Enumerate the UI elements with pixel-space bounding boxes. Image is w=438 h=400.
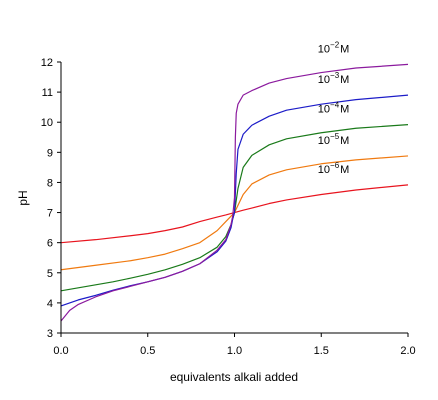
series-line-10-6-m [60, 184, 409, 244]
y-tick-label: 5 [47, 268, 53, 280]
series-label-unit: M [340, 74, 349, 86]
x-tick-label: 2.0 [400, 345, 415, 357]
y-tick-label: 8 [47, 177, 53, 189]
series-label-unit: M [340, 164, 349, 176]
series-line-10-5-m [60, 155, 409, 271]
curves-layer [60, 63, 409, 322]
axes-layer: 3 4 5 6 7 8 9 10 11 12 0.0 0.5 1.0 1.5 2.0 [41, 57, 416, 357]
y-tick-label: 6 [47, 238, 53, 250]
series-label-exponent: −2 [330, 40, 340, 49]
y-tick-label: 10 [41, 117, 53, 129]
series-label-unit: M [340, 43, 349, 55]
series-label-10-4-m: 10−4M [318, 101, 350, 116]
series-label-base: 10 [318, 43, 330, 55]
series-label-10-5-m: 10−5M [318, 132, 350, 147]
series-label-base: 10 [318, 104, 330, 116]
series-label-exponent: −6 [330, 161, 340, 170]
x-tick-label: 1.5 [314, 345, 329, 357]
y-tick-label: 4 [47, 298, 53, 310]
series-label-exponent: −4 [330, 101, 340, 110]
y-axis-label: pH [16, 190, 30, 205]
series-label-10-6-m: 10−6M [318, 161, 350, 176]
series-label-exponent: −3 [330, 71, 340, 80]
x-tick-label: 0.5 [140, 345, 155, 357]
series-label-unit: M [340, 104, 349, 116]
x-tick-label: 1.0 [227, 345, 242, 357]
series-label-unit: M [340, 135, 349, 147]
series-label-base: 10 [318, 135, 330, 147]
series-line-10-3-m [60, 94, 409, 307]
x-tick-label: 0.0 [53, 345, 68, 357]
series-label-10-3-m: 10−3M [318, 71, 350, 86]
x-axis-label: equivalents alkali added [170, 370, 298, 384]
y-tick-label: 11 [42, 87, 53, 99]
y-tick-label: 9 [47, 147, 53, 159]
series-label-base: 10 [318, 74, 330, 86]
series-label-base: 10 [318, 164, 330, 176]
series-line-10-4-m [60, 124, 409, 292]
y-tick-label: 12 [41, 57, 53, 69]
series-label-exponent: −5 [330, 132, 340, 141]
y-tick-label: 7 [47, 208, 53, 220]
series-label-10-2-m: 10−2M [318, 40, 350, 55]
y-tick-label: 3 [47, 328, 53, 340]
series-line-10-2-m [60, 63, 409, 322]
